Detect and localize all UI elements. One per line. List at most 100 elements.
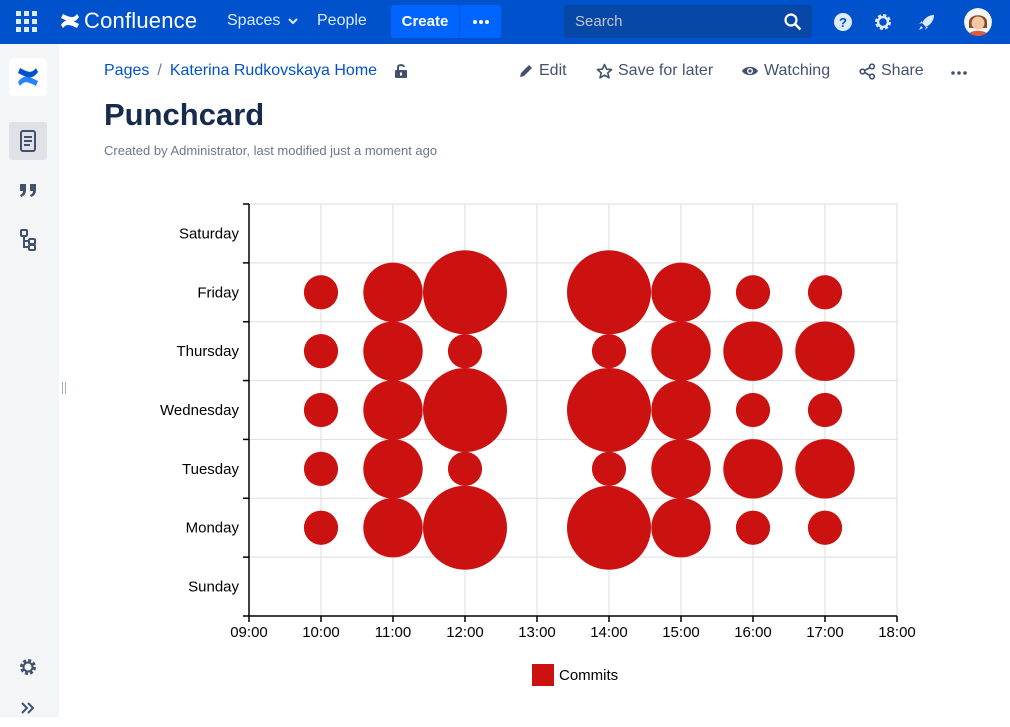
x-tick-label: 15:00 [662, 624, 700, 641]
unlock-icon[interactable] [394, 63, 408, 79]
share-label: Share [881, 62, 924, 79]
commit-bubble [363, 380, 423, 440]
commit-bubble [303, 510, 339, 545]
save-for-later-button[interactable]: Save for later [596, 62, 713, 80]
share-icon [859, 62, 876, 80]
y-tick-label: Wednesday [160, 402, 239, 419]
rocket-notifications-icon[interactable] [916, 11, 938, 33]
commit-bubble [567, 368, 651, 452]
commit-bubble [363, 439, 423, 499]
save-for-later-label: Save for later [618, 62, 714, 79]
commit-bubble [807, 510, 843, 545]
blog-quote-icon[interactable] [9, 171, 47, 209]
punchcard-chart: 09:00 10:00 11:00 12:00 13:00 14:00 15:00 16:00… [150, 190, 930, 700]
legend-swatch [532, 664, 554, 686]
page-tree-icon[interactable] [9, 221, 47, 259]
commit-bubble [303, 334, 339, 369]
commit-bubble [591, 334, 627, 369]
edit-button[interactable]: Edit [518, 62, 567, 80]
commit-bubble [363, 262, 423, 322]
commit-bubble [363, 321, 423, 381]
commit-bubble [735, 392, 771, 428]
app-switcher-icon[interactable] [16, 11, 38, 33]
commit-bubble [723, 321, 783, 381]
x-tick-label: 18:00 [878, 624, 916, 641]
confluence-logo-icon[interactable] [9, 58, 47, 96]
commit-bubble [303, 392, 339, 428]
y-tick-label: Friday [197, 284, 239, 301]
legend-label: Commits [559, 667, 618, 684]
spaces-label: Spaces [227, 12, 281, 29]
more-actions-icon[interactable] [950, 70, 968, 76]
sidebar-resize-handle[interactable] [61, 381, 67, 395]
star-icon [596, 63, 613, 79]
x-tick-label: 17:00 [806, 624, 844, 641]
commit-bubble [807, 275, 843, 310]
top-navigation: Confluence Spaces People Create Search ? [0, 0, 1010, 44]
left-sidebar [0, 44, 59, 717]
commit-bubble [723, 439, 783, 499]
commit-bubble [795, 321, 855, 381]
pencil-icon [520, 65, 532, 77]
commit-bubble [651, 439, 711, 499]
commit-bubble [363, 498, 423, 558]
y-tick-label: Thursday [176, 343, 239, 360]
pages-icon[interactable] [9, 122, 47, 160]
commit-bubble [423, 485, 507, 570]
svg-text:?: ? [839, 15, 847, 30]
confluence-logo-icon [61, 14, 79, 28]
help-icon[interactable]: ? [832, 11, 854, 33]
commit-bubble [735, 510, 771, 545]
page-byline: Created by Administrator, last modified … [104, 143, 438, 158]
watching-button[interactable]: Watching [741, 62, 830, 80]
brand-name: Confluence [84, 8, 198, 33]
x-tick-label: 14:00 [590, 624, 628, 641]
people-label: People [317, 12, 367, 29]
commit-bubble [423, 368, 507, 452]
expand-sidebar-icon[interactable] [9, 689, 47, 727]
avatar[interactable] [964, 8, 992, 36]
commit-bubble [303, 275, 339, 310]
commit-bubble [651, 498, 711, 558]
gear-icon[interactable] [872, 11, 894, 33]
commit-bubble [447, 334, 483, 369]
y-tick-label: Saturday [179, 225, 240, 242]
y-tick-label: Sunday [188, 579, 239, 596]
create-more-button[interactable] [460, 5, 501, 38]
page-title: Punchcard [104, 97, 265, 132]
commit-bubble [735, 275, 771, 310]
punchcard-chart-svg: 09:00 10:00 11:00 12:00 13:00 14:00 15:00 16:00… [160, 203, 916, 686]
x-tick-label: 11:00 [375, 624, 411, 641]
commit-bubble [567, 250, 651, 335]
commit-bubble [423, 250, 507, 335]
search-input[interactable]: Search [564, 5, 812, 38]
x-tick-label: 10:00 [302, 624, 340, 641]
commit-bubble [651, 262, 711, 322]
eye-icon [742, 66, 758, 76]
breadcrumb-home[interactable]: Katerina Rudkovskaya Home [169, 62, 378, 79]
settings-icon[interactable] [9, 648, 47, 686]
more-dots-icon [472, 19, 489, 24]
search-placeholder: Search [575, 13, 623, 30]
breadcrumb-separator: / [157, 62, 162, 79]
x-tick-label: 09:00 [230, 624, 268, 641]
create-label: Create [401, 13, 449, 30]
share-button[interactable]: Share [859, 62, 924, 80]
commit-bubble [795, 439, 855, 499]
commit-bubble [567, 485, 651, 570]
commit-bubble [591, 451, 627, 486]
commit-bubble [651, 380, 711, 440]
chevron-down-icon [288, 18, 299, 25]
create-button[interactable]: Create [391, 5, 459, 38]
y-tick-label: Monday [186, 520, 240, 537]
search-icon[interactable] [784, 13, 802, 31]
x-tick-label: 13:00 [518, 624, 556, 641]
breadcrumb-pages[interactable]: Pages [104, 62, 150, 79]
spaces-menu[interactable]: Spaces [227, 12, 300, 30]
confluence-brand-link[interactable]: Confluence [60, 8, 197, 34]
y-tick-label: Tuesday [182, 461, 239, 478]
people-link[interactable]: People [317, 12, 367, 30]
watching-label: Watching [764, 62, 831, 79]
commit-bubble [807, 392, 843, 428]
commit-bubble [651, 321, 711, 381]
